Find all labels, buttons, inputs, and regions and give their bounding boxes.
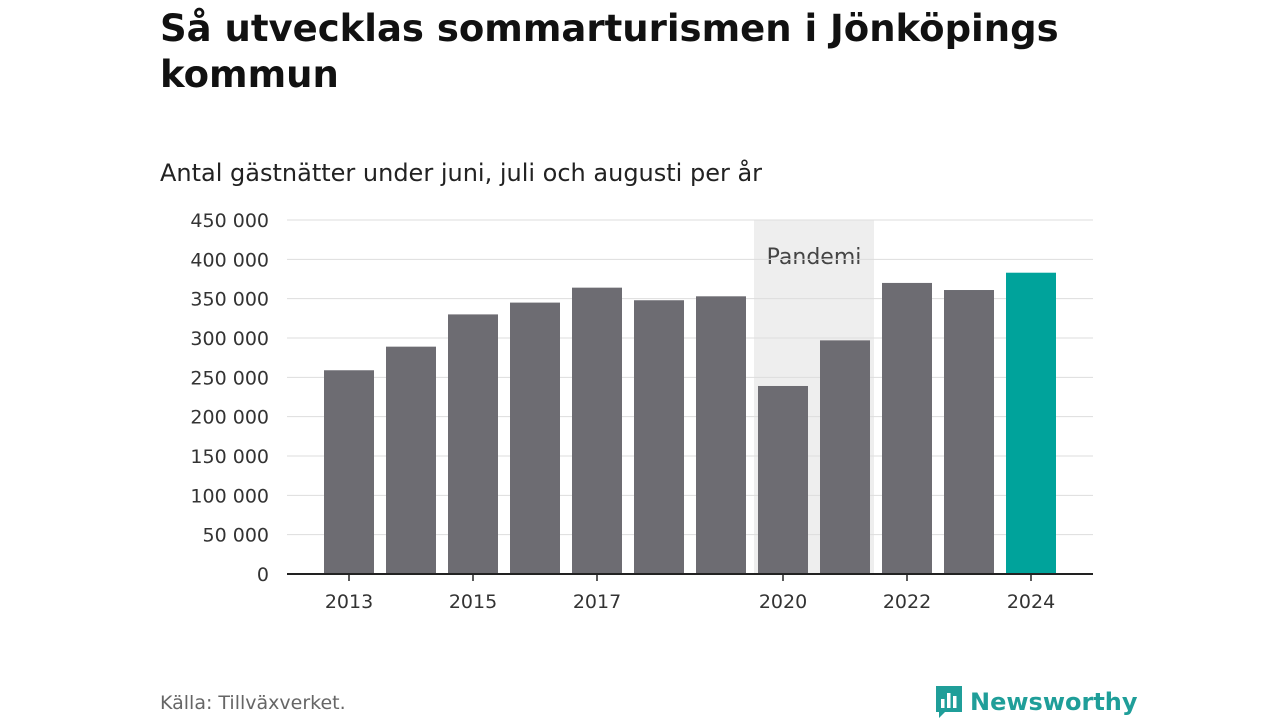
y-tick-label: 100 000 <box>190 485 269 507</box>
bar-2013 <box>324 370 374 574</box>
y-tick-label: 350 000 <box>190 289 269 311</box>
bar-2018 <box>634 300 684 574</box>
y-tick-label: 50 000 <box>203 525 269 547</box>
bar-2017 <box>572 287 622 574</box>
tick-labels: 0 50 000 100 000 150 000 200 000 250 000 300 0… <box>190 210 1055 613</box>
bar-2020 <box>758 385 808 574</box>
bars <box>324 272 1056 574</box>
y-tick-label: 200 000 <box>190 407 269 429</box>
source-note: Källa: Tillväxverket. <box>160 692 346 714</box>
newsworthy-logo: Newsworthy <box>934 684 1138 720</box>
x-tick-label: 2015 <box>449 591 497 613</box>
y-tick-label: 250 000 <box>190 367 269 389</box>
x-tick-label: 2024 <box>1007 591 1055 613</box>
bar-2015 <box>448 314 498 574</box>
bar-2022 <box>882 282 932 574</box>
y-tick-label: 0 <box>257 564 269 586</box>
x-tick-label: 2022 <box>883 591 931 613</box>
y-tick-label: 150 000 <box>190 446 269 468</box>
y-tick-label: 450 000 <box>190 210 269 232</box>
x-tick-label: 2013 <box>325 591 373 613</box>
y-tick-label: 300 000 <box>190 328 269 350</box>
newsworthy-logo-text: Newsworthy <box>970 688 1138 716</box>
newsworthy-logo-icon <box>936 686 962 718</box>
chart-title: Så utvecklas sommarturismen i Jönköpings… <box>160 7 1059 96</box>
bar-2019 <box>696 296 746 574</box>
x-tick-label: 2017 <box>573 591 621 613</box>
axes <box>287 573 1093 581</box>
bar-2014 <box>386 346 436 574</box>
y-tick-label: 400 000 <box>190 249 269 271</box>
pandemic-annotation: Pandemi <box>767 245 862 270</box>
bar-2021 <box>820 340 870 574</box>
bar-2016 <box>510 302 560 574</box>
bar-2024 <box>1006 272 1056 574</box>
bar-chart: Pandemi 0 50 000 100 000 150 000 200 000 250 … <box>190 210 1093 613</box>
chart-subtitle: Antal gästnätter under juni, juli och au… <box>160 159 763 187</box>
x-tick-label: 2020 <box>759 591 807 613</box>
bar-2023 <box>944 290 994 574</box>
